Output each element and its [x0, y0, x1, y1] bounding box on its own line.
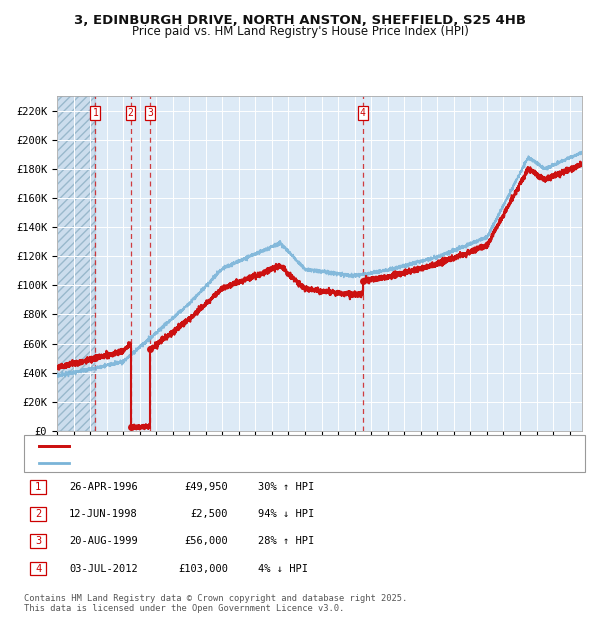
Text: 30% ↑ HPI: 30% ↑ HPI	[258, 482, 314, 492]
Text: 12-JUN-1998: 12-JUN-1998	[69, 509, 138, 519]
Text: 3, EDINBURGH DRIVE, NORTH ANSTON, SHEFFIELD, S25 4HB: 3, EDINBURGH DRIVE, NORTH ANSTON, SHEFFI…	[74, 14, 526, 27]
Text: 94% ↓ HPI: 94% ↓ HPI	[258, 509, 314, 519]
Text: This data is licensed under the Open Government Licence v3.0.: This data is licensed under the Open Gov…	[24, 603, 344, 613]
Text: £49,950: £49,950	[184, 482, 228, 492]
Text: HPI: Average price, semi-detached house, Rotherham: HPI: Average price, semi-detached house,…	[72, 459, 359, 467]
Text: 2: 2	[128, 108, 134, 118]
Text: 03-JUL-2012: 03-JUL-2012	[69, 564, 138, 574]
Text: £103,000: £103,000	[178, 564, 228, 574]
Text: £56,000: £56,000	[184, 536, 228, 546]
Text: 2: 2	[35, 509, 41, 519]
Text: 4: 4	[35, 564, 41, 574]
Text: Price paid vs. HM Land Registry's House Price Index (HPI): Price paid vs. HM Land Registry's House …	[131, 25, 469, 38]
Bar	[57, 96, 95, 431]
Text: 1: 1	[92, 108, 98, 118]
Text: Contains HM Land Registry data © Crown copyright and database right 2025.: Contains HM Land Registry data © Crown c…	[24, 593, 407, 603]
Text: £2,500: £2,500	[191, 509, 228, 519]
Text: 28% ↑ HPI: 28% ↑ HPI	[258, 536, 314, 546]
Text: 3, EDINBURGH DRIVE, NORTH ANSTON, SHEFFIELD, S25 4HB (semi-detached house): 3, EDINBURGH DRIVE, NORTH ANSTON, SHEFFI…	[72, 441, 497, 450]
Text: 4: 4	[360, 108, 366, 118]
Text: 4% ↓ HPI: 4% ↓ HPI	[258, 564, 308, 574]
Text: 3: 3	[35, 536, 41, 546]
Text: 20-AUG-1999: 20-AUG-1999	[69, 536, 138, 546]
Text: 3: 3	[147, 108, 153, 118]
Text: 26-APR-1996: 26-APR-1996	[69, 482, 138, 492]
Bar	[57, 96, 95, 431]
Text: 1: 1	[35, 482, 41, 492]
